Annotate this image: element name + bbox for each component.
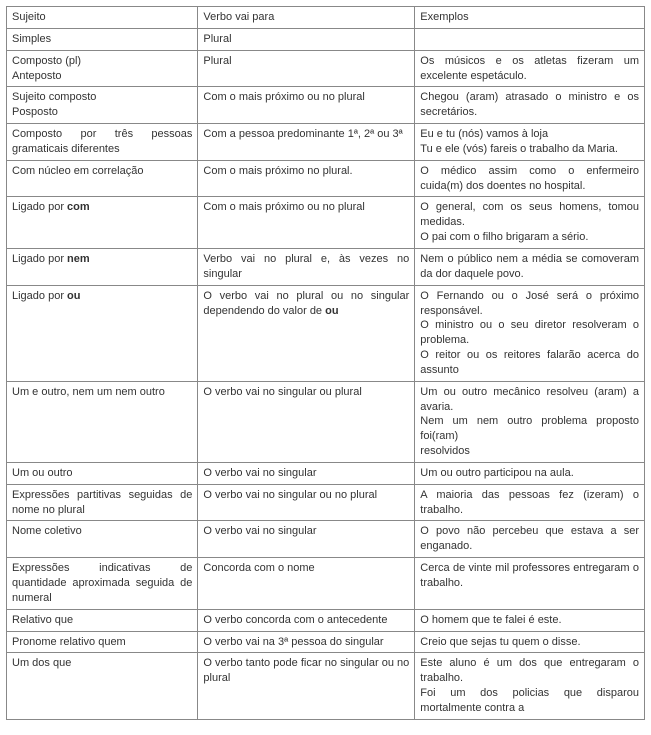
cell-exemplos: O médico assim como o enfermeiro cuida(m… — [415, 160, 645, 197]
cell-sujeito: Nome coletivo — [7, 521, 198, 558]
cell-sujeito: Sujeito compostoPosposto — [7, 87, 198, 124]
cell-verbo: O verbo vai no singular — [198, 462, 415, 484]
table-row: Expressões indicativas de quantidade apr… — [7, 558, 645, 610]
table-row: Um dos queO verbo tanto pode ficar no si… — [7, 653, 645, 719]
cell-verbo: Concorda com o nome — [198, 558, 415, 610]
table-row: Um e outro, nem um nem outroO verbo vai … — [7, 381, 645, 462]
cell-sujeito: Composto (pl)Anteposto — [7, 50, 198, 87]
table-row: Ligado por ouO verbo vai no plural ou no… — [7, 285, 645, 381]
header-sujeito: Sujeito — [7, 7, 198, 29]
cell-exemplos: Um ou outro participou na aula. — [415, 462, 645, 484]
cell-sujeito: Expressões partitivas seguidas de nome n… — [7, 484, 198, 521]
cell-verbo: Plural — [198, 28, 415, 50]
cell-sujeito: Expressões indicativas de quantidade apr… — [7, 558, 198, 610]
cell-sujeito: Um dos que — [7, 653, 198, 719]
cell-verbo: O verbo tanto pode ficar no singular ou … — [198, 653, 415, 719]
cell-verbo: Plural — [198, 50, 415, 87]
cell-verbo: O verbo vai no singular — [198, 521, 415, 558]
cell-exemplos: Eu e tu (nós) vamos à lojaTu e ele (vós)… — [415, 124, 645, 161]
cell-exemplos: Nem o público nem a média se comoveram d… — [415, 248, 645, 285]
table-row: Sujeito compostoPospostoCom o mais próxi… — [7, 87, 645, 124]
cell-sujeito: Simples — [7, 28, 198, 50]
header-exemplos: Exemplos — [415, 7, 645, 29]
cell-verbo: O verbo vai no singular ou no plural — [198, 484, 415, 521]
cell-sujeito: Um ou outro — [7, 462, 198, 484]
table-row: Nome coletivoO verbo vai no singularO po… — [7, 521, 645, 558]
cell-exemplos: O general, com os seus homens, tomou med… — [415, 197, 645, 249]
cell-verbo: O verbo vai no singular ou plural — [198, 381, 415, 462]
table-row: Composto por três pessoas gramaticais di… — [7, 124, 645, 161]
cell-verbo: Verbo vai no plural e, às vezes no singu… — [198, 248, 415, 285]
cell-sujeito: Um e outro, nem um nem outro — [7, 381, 198, 462]
cell-verbo: Com a pessoa predominante 1ª, 2ª ou 3ª — [198, 124, 415, 161]
cell-exemplos: O homem que te falei é este. — [415, 609, 645, 631]
cell-verbo: Com o mais próximo no plural. — [198, 160, 415, 197]
table-row: SimplesPlural — [7, 28, 645, 50]
cell-exemplos: O povo não percebeu que estava a ser eng… — [415, 521, 645, 558]
cell-exemplos: Cerca de vinte mil professores entregara… — [415, 558, 645, 610]
cell-sujeito: Relativo que — [7, 609, 198, 631]
cell-verbo: Com o mais próximo ou no plural — [198, 197, 415, 249]
cell-verbo: O verbo vai no plural ou no singular dep… — [198, 285, 415, 381]
cell-exemplos: Este aluno é um dos que entregaram o tra… — [415, 653, 645, 719]
cell-verbo: Com o mais próximo ou no plural — [198, 87, 415, 124]
cell-sujeito: Ligado por com — [7, 197, 198, 249]
cell-exemplos: Creio que sejas tu quem o disse. — [415, 631, 645, 653]
table-row: Pronome relativo quemO verbo vai na 3ª p… — [7, 631, 645, 653]
cell-sujeito: Pronome relativo quem — [7, 631, 198, 653]
cell-sujeito: Ligado por ou — [7, 285, 198, 381]
cell-exemplos: Os músicos e os atletas fizeram um excel… — [415, 50, 645, 87]
header-row: Sujeito Verbo vai para Exemplos — [7, 7, 645, 29]
cell-exemplos: Um ou outro mecânico resolveu (aram) a a… — [415, 381, 645, 462]
table-row: Com núcleo em correlaçãoCom o mais próxi… — [7, 160, 645, 197]
table-row: Ligado por nemVerbo vai no plural e, às … — [7, 248, 645, 285]
cell-sujeito: Ligado por nem — [7, 248, 198, 285]
cell-verbo: O verbo vai na 3ª pessoa do singular — [198, 631, 415, 653]
cell-exemplos — [415, 28, 645, 50]
header-verbo: Verbo vai para — [198, 7, 415, 29]
cell-verbo: O verbo concorda com o antecedente — [198, 609, 415, 631]
cell-sujeito: Com núcleo em correlação — [7, 160, 198, 197]
table-row: Um ou outroO verbo vai no singularUm ou … — [7, 462, 645, 484]
table-row: Expressões partitivas seguidas de nome n… — [7, 484, 645, 521]
table-row: Ligado por comCom o mais próximo ou no p… — [7, 197, 645, 249]
cell-exemplos: O Fernando ou o José será o próximo resp… — [415, 285, 645, 381]
cell-sujeito: Composto por três pessoas gramaticais di… — [7, 124, 198, 161]
cell-exemplos: Chegou (aram) atrasado o ministro e os s… — [415, 87, 645, 124]
cell-exemplos: A maioria das pessoas fez (izeram) o tra… — [415, 484, 645, 521]
concordance-table: Sujeito Verbo vai para Exemplos SimplesP… — [6, 6, 645, 720]
table-row: Relativo queO verbo concorda com o antec… — [7, 609, 645, 631]
table-row: Composto (pl)AntepostoPluralOs músicos e… — [7, 50, 645, 87]
